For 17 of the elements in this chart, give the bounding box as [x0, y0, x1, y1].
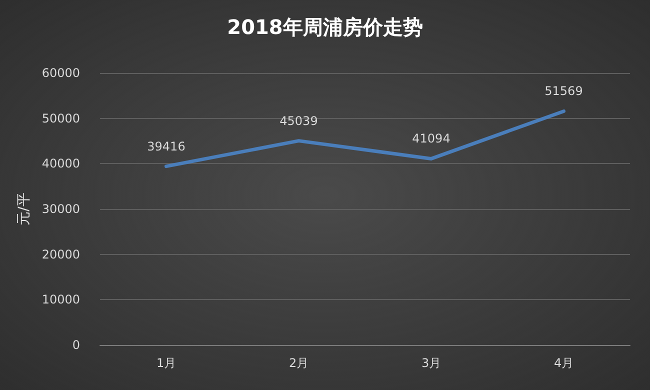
y-tick-label: 60000 [42, 66, 80, 80]
y-tick-label: 30000 [42, 202, 80, 216]
x-tick-label: 1月 [156, 356, 176, 370]
x-tick-label: 4月 [554, 356, 574, 370]
y-tick-label: 50000 [42, 111, 80, 126]
x-tick-label: 3月 [421, 356, 442, 370]
data-label: 45039 [280, 114, 318, 128]
data-label: 41094 [412, 132, 450, 146]
data-label: 39416 [147, 139, 186, 154]
y-tick-label: 40000 [42, 156, 80, 171]
y-axis-title: 元/平 [16, 192, 32, 226]
y-tick-label: 0 [72, 338, 80, 352]
y-tick-label: 10000 [42, 292, 80, 307]
chart-title: 2018年周浦房价走势 [227, 15, 423, 39]
data-label: 51569 [544, 84, 583, 98]
x-tick-label: 2月 [288, 356, 309, 370]
y-tick-label: 20000 [42, 247, 80, 262]
